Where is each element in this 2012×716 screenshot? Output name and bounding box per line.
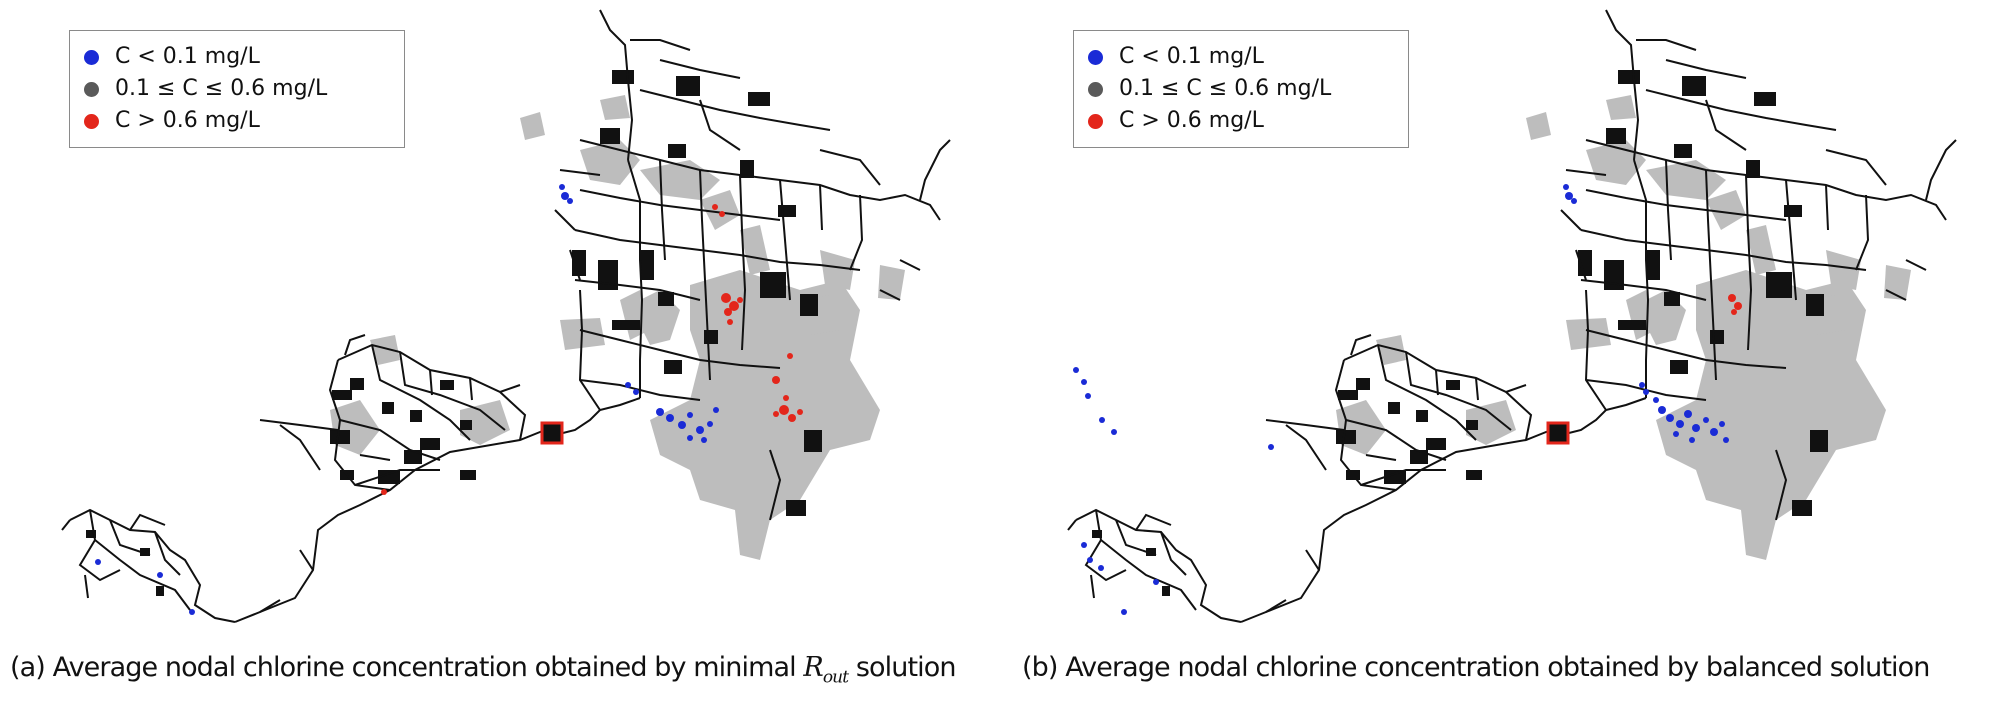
blue-dot-icon <box>84 49 99 65</box>
legend-label: 0.1 ≤ C ≤ 0.6 mg/L <box>1119 76 1332 101</box>
caption-symbol: R <box>803 652 823 683</box>
caption-prefix: (a) Average nodal chlorine concentration… <box>10 652 797 683</box>
red-nodes-b <box>1728 294 1742 315</box>
legend-item-low: C < 0.1 mg/L <box>84 41 388 73</box>
caption-a: (a) Average nodal chlorine concentration… <box>10 652 956 687</box>
network-map-a <box>60 8 952 624</box>
legend-label: C < 0.1 mg/L <box>1119 44 1264 69</box>
caption-subscript: out <box>822 667 849 688</box>
map-panel-b: C < 0.1 mg/L 0.1 ≤ C ≤ 0.6 mg/L C > 0.6 … <box>1006 0 2012 716</box>
red-dot-icon <box>1088 113 1103 129</box>
legend-item-low: C < 0.1 mg/L <box>1088 41 1392 73</box>
caption-suffix: solution <box>855 652 957 683</box>
legend-item-high: C > 0.6 mg/L <box>84 105 388 137</box>
legend-label: 0.1 ≤ C ≤ 0.6 mg/L <box>115 76 328 101</box>
gray-dot-icon <box>1088 81 1103 97</box>
legend-item-mid: 0.1 ≤ C ≤ 0.6 mg/L <box>84 73 388 105</box>
map-panel-a: C < 0.1 mg/L 0.1 ≤ C ≤ 0.6 mg/L C > 0.6 … <box>10 8 956 687</box>
caption-b: (b) Average nodal chlorine concentration… <box>1022 652 1930 683</box>
network-map-b <box>1066 8 1958 624</box>
red-nodes-a <box>381 204 803 495</box>
legend: C < 0.1 mg/L 0.1 ≤ C ≤ 0.6 mg/L C > 0.6 … <box>1073 30 1409 148</box>
legend-item-mid: 0.1 ≤ C ≤ 0.6 mg/L <box>1088 73 1392 105</box>
caption-math: Rout <box>803 652 849 687</box>
legend-label: C < 0.1 mg/L <box>115 44 260 69</box>
legend-label: C > 0.6 mg/L <box>115 108 260 133</box>
blue-nodes-b <box>1073 184 1729 615</box>
gray-dot-icon <box>84 81 99 97</box>
legend: C < 0.1 mg/L 0.1 ≤ C ≤ 0.6 mg/L C > 0.6 … <box>69 30 405 148</box>
red-dot-icon <box>84 113 99 129</box>
legend-item-high: C > 0.6 mg/L <box>1088 105 1392 137</box>
blue-nodes-a <box>95 184 719 615</box>
legend-label: C > 0.6 mg/L <box>1119 108 1264 133</box>
blue-dot-icon <box>1088 49 1103 65</box>
